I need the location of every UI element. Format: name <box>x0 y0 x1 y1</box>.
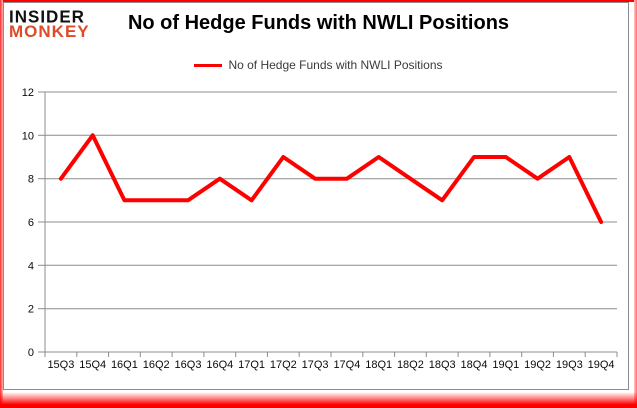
border-bottom <box>0 392 637 408</box>
y-tick-label: 2 <box>28 304 34 316</box>
x-tick-label: 15Q3 <box>47 359 74 371</box>
x-tick-label: 19Q4 <box>588 359 615 371</box>
x-tick-label: 17Q4 <box>333 359 360 371</box>
border-left <box>0 0 3 408</box>
chart-frame <box>3 2 629 390</box>
legend-label: No of Hedge Funds with NWLI Positions <box>228 58 443 72</box>
x-tick-label: 16Q2 <box>143 359 170 371</box>
x-tick-label: 18Q4 <box>461 359 488 371</box>
series-line <box>58 133 604 224</box>
x-tick-label: 16Q3 <box>175 359 202 371</box>
x-tick-label: 19Q3 <box>556 359 583 371</box>
insider-monkey-logo: INSIDER MONKEY <box>9 6 90 41</box>
x-tick-label: 18Q3 <box>429 359 456 371</box>
y-tick-label: 6 <box>28 217 34 229</box>
page-title: No of Hedge Funds with NWLI Positions <box>127 12 510 34</box>
legend: No of Hedge Funds with NWLI Positions <box>0 58 637 72</box>
logo-line-insider: INSIDER <box>9 6 85 27</box>
y-tick-label: 12 <box>22 87 34 99</box>
y-tick-label: 0 <box>28 347 34 359</box>
x-tick-label: 17Q1 <box>238 359 265 371</box>
x-tick-label: 19Q1 <box>492 359 519 371</box>
x-tick-label: 18Q2 <box>397 359 424 371</box>
border-right <box>634 0 637 408</box>
y-tick-label: 8 <box>28 174 34 186</box>
x-tick-label: 16Q4 <box>206 359 233 371</box>
y-tick-label: 4 <box>28 260 34 272</box>
y-tick-label: 10 <box>22 130 34 142</box>
x-tick-label: 18Q1 <box>365 359 392 371</box>
x-tick-label: 17Q3 <box>302 359 329 371</box>
x-tick-label: 16Q1 <box>111 359 138 371</box>
legend-line-swatch <box>194 63 223 67</box>
x-tick-label: 19Q2 <box>524 359 551 371</box>
x-tick-label: 15Q4 <box>79 359 106 371</box>
border-top <box>0 0 637 2</box>
x-tick-label: 17Q2 <box>270 359 297 371</box>
logo-line-monkey: MONKEY <box>9 22 90 41</box>
